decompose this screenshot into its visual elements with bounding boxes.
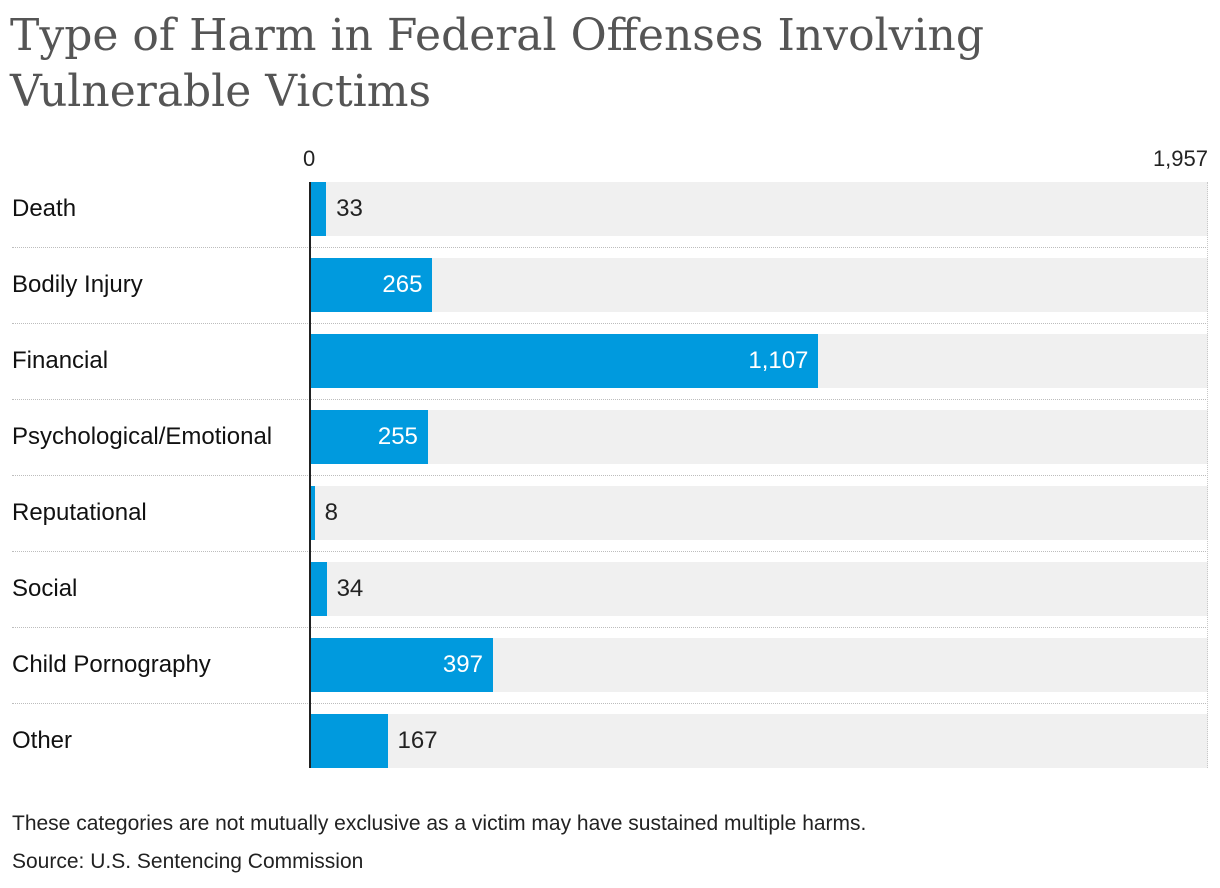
- bar-track-psychological-emotional: [311, 410, 1208, 464]
- bar-track-social: [311, 562, 1208, 616]
- value-label-child-pornography: 397: [442, 651, 483, 678]
- category-label-child-pornography: Child Pornography: [12, 651, 211, 678]
- axis-min-label: 0: [303, 146, 316, 171]
- zero-axis-line: [309, 182, 311, 768]
- row-separator: [12, 703, 1208, 704]
- bar-reputational: [311, 486, 315, 540]
- value-label-death: 33: [336, 195, 363, 222]
- bar-psychological-emotional: [311, 410, 428, 464]
- category-label-reputational: Reputational: [12, 499, 147, 526]
- category-label-financial: Financial: [12, 347, 109, 374]
- row-separator: [12, 399, 1208, 400]
- value-label-psychological-emotional: 255: [377, 423, 418, 450]
- value-label-reputational: 8: [324, 499, 339, 526]
- max-axis-line: [1207, 182, 1208, 768]
- value-label-other: 167: [397, 727, 438, 754]
- chart-source: Source: U.S. Sentencing Commission: [12, 850, 364, 873]
- row-separator: [12, 475, 1208, 476]
- bar-track-bodily-injury: [311, 258, 1208, 312]
- bar-financial: [311, 334, 819, 388]
- bar-child-pornography: [311, 638, 493, 692]
- category-label-bodily-injury: Bodily Injury: [12, 271, 143, 298]
- bar-bodily-injury: [311, 258, 433, 312]
- row-separator: [12, 551, 1208, 552]
- value-label-financial: 1,107: [748, 347, 809, 374]
- value-label-social: 34: [336, 575, 364, 602]
- axis-max-label: 1,957: [1152, 146, 1208, 171]
- chart-note: These categories are not mutually exclus…: [12, 812, 867, 835]
- bar-other: [311, 714, 388, 768]
- row-separator: [12, 323, 1208, 324]
- row-separator: [12, 627, 1208, 628]
- chart-title: Type of Harm in Federal Offenses Involvi…: [10, 10, 985, 117]
- value-label-bodily-injury: 265: [382, 271, 423, 298]
- bar-social: [311, 562, 327, 616]
- category-label-death: Death: [12, 195, 77, 222]
- category-label-psychological-emotional: Psychological/Emotional: [12, 423, 273, 450]
- bar-track-death: [311, 182, 1208, 236]
- row-separator: [12, 247, 1208, 248]
- category-label-other: Other: [12, 727, 73, 754]
- category-label-social: Social: [12, 575, 78, 602]
- bar-death: [311, 182, 327, 236]
- bar-track-other: [311, 714, 1208, 768]
- bar-track-reputational: [311, 486, 1208, 540]
